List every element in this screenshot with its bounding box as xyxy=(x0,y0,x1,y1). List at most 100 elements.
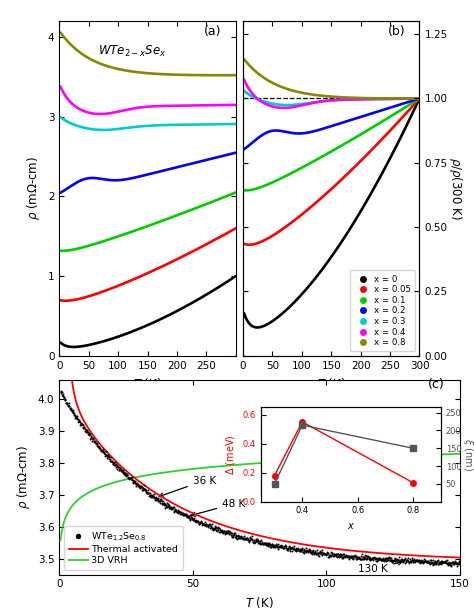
Point xyxy=(450,558,457,568)
Point xyxy=(303,545,311,555)
Point xyxy=(345,554,353,564)
Point xyxy=(352,550,359,560)
Point xyxy=(77,420,85,429)
Point xyxy=(325,548,332,558)
Point xyxy=(131,477,138,486)
Point xyxy=(415,556,423,566)
Point xyxy=(109,457,116,467)
Point xyxy=(346,552,354,562)
Point xyxy=(152,493,159,503)
Point xyxy=(294,545,302,555)
Point xyxy=(280,542,287,551)
Point xyxy=(219,528,227,537)
Point xyxy=(304,546,311,556)
Point xyxy=(355,553,362,563)
Point xyxy=(418,556,426,566)
Point xyxy=(217,527,225,536)
Point xyxy=(60,393,68,402)
Point xyxy=(275,542,283,551)
Point xyxy=(378,555,385,565)
X-axis label: $x$: $x$ xyxy=(346,521,355,531)
Point xyxy=(71,411,78,421)
Point xyxy=(170,502,177,512)
Point xyxy=(301,545,309,555)
Point xyxy=(424,556,432,565)
Point xyxy=(303,546,310,556)
Point xyxy=(332,549,339,559)
Point xyxy=(297,547,304,556)
Point xyxy=(321,549,329,559)
Point xyxy=(82,426,89,436)
Point xyxy=(85,429,92,438)
Point xyxy=(437,557,445,567)
Point xyxy=(452,558,460,568)
Point xyxy=(89,435,96,444)
Point xyxy=(69,407,76,417)
Point xyxy=(401,558,409,567)
Point xyxy=(372,556,380,566)
Point xyxy=(220,526,228,536)
Point xyxy=(157,496,164,505)
Point xyxy=(289,544,296,553)
Point xyxy=(300,544,308,554)
Point xyxy=(142,485,149,495)
Point xyxy=(215,523,223,533)
Point xyxy=(64,398,71,407)
Point xyxy=(315,548,322,558)
Point xyxy=(158,499,166,509)
Point xyxy=(102,447,109,457)
Y-axis label: $\rho/\rho$(300 K): $\rho/\rho$(300 K) xyxy=(447,157,464,220)
Point xyxy=(294,544,302,553)
Point xyxy=(184,512,192,522)
Point xyxy=(293,544,301,554)
Point xyxy=(183,511,191,520)
Point xyxy=(229,533,237,542)
X-axis label: $T$ (K): $T$ (K) xyxy=(245,595,274,608)
Point xyxy=(106,456,114,466)
Point xyxy=(398,554,406,564)
Point xyxy=(134,482,142,491)
Point xyxy=(100,448,108,458)
Point xyxy=(266,539,273,548)
Point xyxy=(226,529,233,539)
Point xyxy=(93,438,101,448)
Point xyxy=(434,555,442,565)
Point xyxy=(154,494,162,503)
Point xyxy=(312,549,319,559)
Point xyxy=(147,492,155,502)
Point xyxy=(440,557,448,567)
Point xyxy=(310,548,317,558)
Point xyxy=(384,553,392,563)
Point xyxy=(168,504,176,514)
Point xyxy=(405,558,413,568)
Point xyxy=(243,533,251,543)
Point xyxy=(348,553,356,562)
Point xyxy=(397,556,404,566)
Point xyxy=(255,538,263,548)
Point xyxy=(435,559,442,569)
Point xyxy=(128,475,136,485)
Point xyxy=(382,554,389,564)
Legend: WTe$_{1.2}$Se$_{0.8}$, Thermal activated, 3D VRH: WTe$_{1.2}$Se$_{0.8}$, Thermal activated… xyxy=(64,526,183,570)
Point xyxy=(255,537,263,547)
Point xyxy=(275,541,283,550)
Point xyxy=(272,539,279,549)
X-axis label: $T$ (K): $T$ (K) xyxy=(133,376,162,391)
Text: 36 K: 36 K xyxy=(159,475,216,497)
Point xyxy=(264,541,272,551)
Point xyxy=(383,556,390,566)
Point xyxy=(201,520,209,530)
Point xyxy=(149,492,156,502)
Point xyxy=(361,553,368,562)
Point xyxy=(320,548,328,558)
Point xyxy=(238,532,246,542)
Point xyxy=(444,558,451,568)
Point xyxy=(328,548,335,558)
Point xyxy=(349,551,357,561)
Point xyxy=(272,541,279,551)
Point xyxy=(237,533,245,543)
Point xyxy=(218,526,226,536)
Point xyxy=(246,536,253,546)
Point xyxy=(361,550,369,559)
Point xyxy=(150,489,158,499)
